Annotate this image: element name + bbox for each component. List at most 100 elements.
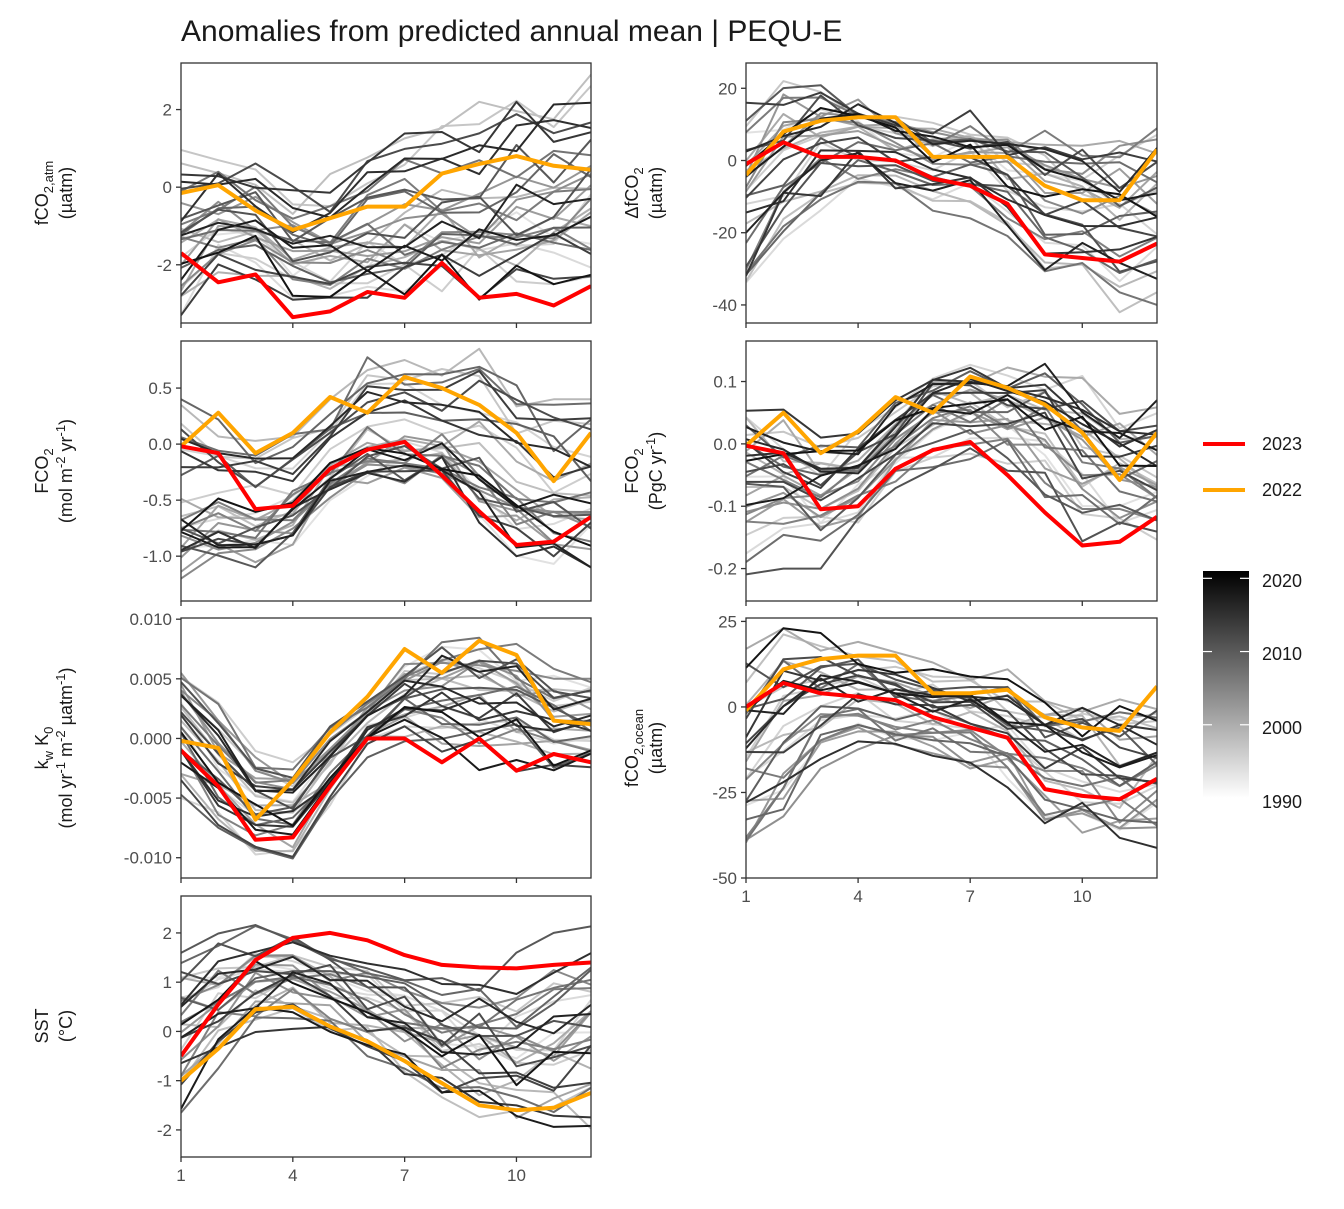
ylabel-sst-unit: (°C) — [56, 1010, 76, 1042]
x-tick-label: 4 — [853, 887, 862, 906]
series-line-2014 — [746, 693, 1157, 783]
panel-border — [180, 340, 592, 602]
series-line-2006 — [181, 636, 591, 771]
y-tick-label: -0.010 — [124, 849, 172, 868]
panel-border — [745, 340, 1158, 602]
series-line-2014 — [181, 369, 591, 476]
panel-fco2-ocean: 25 0 -25 -501 4 7 10 — [712, 612, 1158, 906]
series-line-2002 — [746, 409, 1157, 519]
x-tick-label: 1 — [176, 1166, 185, 1185]
series-line-2000 — [181, 466, 591, 573]
series-line-2010 — [746, 428, 1157, 532]
series-line-2016 — [181, 941, 591, 1006]
y-tick-label: -2 — [157, 1121, 172, 1140]
series-line-2011 — [746, 162, 1157, 273]
ylabel-fco2-ocean-unit: (µatm) — [646, 722, 666, 774]
series-line-2018 — [181, 464, 591, 569]
series-line-1999 — [181, 715, 591, 849]
series-line-2019 — [746, 679, 1157, 769]
series-line-2011 — [181, 646, 591, 779]
series-line-2018 — [181, 183, 591, 249]
series-line-2002 — [181, 971, 591, 1061]
series-line-2005 — [181, 642, 591, 784]
y-tick-label: 0.010 — [129, 610, 172, 629]
series-line-2022 — [181, 154, 591, 232]
series-line-2004 — [181, 433, 591, 533]
x-tick-label: 7 — [400, 1166, 409, 1185]
series-line-2020 — [181, 234, 591, 301]
series-line-2009 — [746, 705, 1157, 802]
y-tick-label: -0.2 — [708, 560, 737, 579]
series-line-2013 — [181, 725, 591, 858]
background-year-lines — [746, 362, 1157, 576]
panel-fco2-flux-area: 0.5 0.0 -0.5 -1.0 — [143, 340, 592, 606]
series-line-2003 — [181, 454, 591, 580]
series-line-1994 — [746, 80, 1157, 207]
series-line-2018 — [746, 674, 1157, 768]
y-tick-label: 20 — [718, 79, 737, 98]
series-line-2023 — [181, 251, 591, 320]
series-line-2022 — [746, 374, 1157, 482]
y-tick-label: -50 — [712, 869, 737, 888]
legend-years: 2023 2022 — [1203, 434, 1302, 500]
series-line-2022 — [181, 1004, 591, 1113]
y-tick-label: 0 — [728, 698, 737, 717]
series-line-2016 — [746, 149, 1157, 228]
series-line-2005 — [181, 969, 591, 1034]
series-line-2019 — [746, 394, 1157, 506]
series-line-2014 — [181, 973, 591, 1089]
series-line-2023 — [746, 140, 1157, 264]
series-line-2012 — [181, 113, 591, 213]
series-line-2006 — [746, 707, 1157, 842]
y-tick-label: -0.5 — [143, 491, 172, 510]
y-tick-label: -40 — [712, 296, 737, 315]
y-tick-label: 0.0 — [713, 435, 737, 454]
background-year-lines — [746, 627, 1157, 849]
x-tick-label: 1 — [741, 887, 750, 906]
series-line-2010 — [746, 84, 1157, 208]
series-line-2009 — [181, 226, 591, 284]
series-line-2022 — [746, 653, 1157, 733]
series-line-2012 — [746, 94, 1157, 190]
series-line-2016 — [746, 740, 1157, 849]
panel-border — [180, 895, 592, 1158]
y-tick-label: 1 — [163, 973, 172, 992]
series-line-2010 — [181, 452, 591, 569]
series-line-2022 — [181, 374, 591, 484]
series-line-2012 — [181, 964, 591, 1068]
series-line-2023 — [181, 930, 591, 1058]
series-line-2007 — [181, 1016, 591, 1114]
y-tick-label: 0 — [163, 1022, 172, 1041]
series-line-2017 — [181, 101, 591, 219]
series-line-1992 — [181, 720, 591, 856]
series-line-2006 — [181, 426, 591, 539]
series-line-2020 — [181, 447, 591, 547]
background-year-lines — [746, 80, 1157, 314]
panel-fco2-flux-total: 0.1 0.0 -0.1 -0.2 — [708, 340, 1158, 606]
colorbar-gradient — [1203, 571, 1249, 798]
series-line-1993 — [181, 418, 591, 504]
colorbar-label-2000: 2000 — [1262, 718, 1302, 738]
series-line-2015 — [181, 100, 591, 194]
ylabel-fco2-flux-area: FCO2 — [32, 448, 56, 493]
series-line-2011 — [181, 168, 591, 263]
series-line-2007 — [746, 439, 1157, 563]
background-year-lines — [181, 347, 591, 580]
panel-border — [745, 62, 1158, 324]
panel-fco2-atm: 2 0 -2 — [157, 62, 592, 328]
series-line-2020 — [746, 398, 1157, 467]
series-line-2010 — [181, 139, 591, 243]
series-line-2016 — [746, 378, 1157, 470]
panel-border — [745, 617, 1158, 879]
ylabel-delta-fco2-unit: (µatm) — [646, 167, 666, 219]
series-line-2002 — [746, 734, 1157, 841]
series-line-2000 — [181, 184, 591, 266]
ylabel-fco2-atm: fCO2,atm — [32, 161, 56, 226]
panel-kw-k0: 0.010 0.005 0.000 -0.005 -0.010 — [124, 610, 592, 883]
y-tick-label: 2 — [163, 101, 172, 120]
series-line-2003 — [181, 954, 591, 1009]
y-tick-label: 0.0 — [148, 435, 172, 454]
y-tick-label: -20 — [712, 224, 737, 243]
series-line-2022 — [181, 638, 591, 822]
